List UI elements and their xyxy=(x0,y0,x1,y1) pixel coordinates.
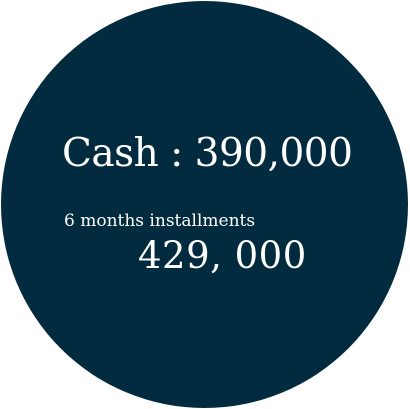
cash-price: Cash : 390,000 xyxy=(62,131,353,176)
installments-label: 6 months installments xyxy=(64,211,256,231)
installments-price: 429, 000 xyxy=(138,234,307,277)
